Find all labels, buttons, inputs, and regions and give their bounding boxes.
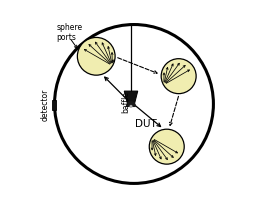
Circle shape <box>161 59 196 94</box>
Text: DUT: DUT <box>135 119 157 129</box>
Text: detector: detector <box>41 89 49 121</box>
Bar <box>52 100 56 110</box>
Circle shape <box>129 105 133 108</box>
Polygon shape <box>124 91 138 106</box>
Circle shape <box>55 25 213 183</box>
Text: baffle: baffle <box>121 91 130 113</box>
Text: sphere
ports: sphere ports <box>56 23 83 42</box>
Circle shape <box>77 37 115 75</box>
Polygon shape <box>127 102 135 106</box>
Circle shape <box>149 129 184 164</box>
